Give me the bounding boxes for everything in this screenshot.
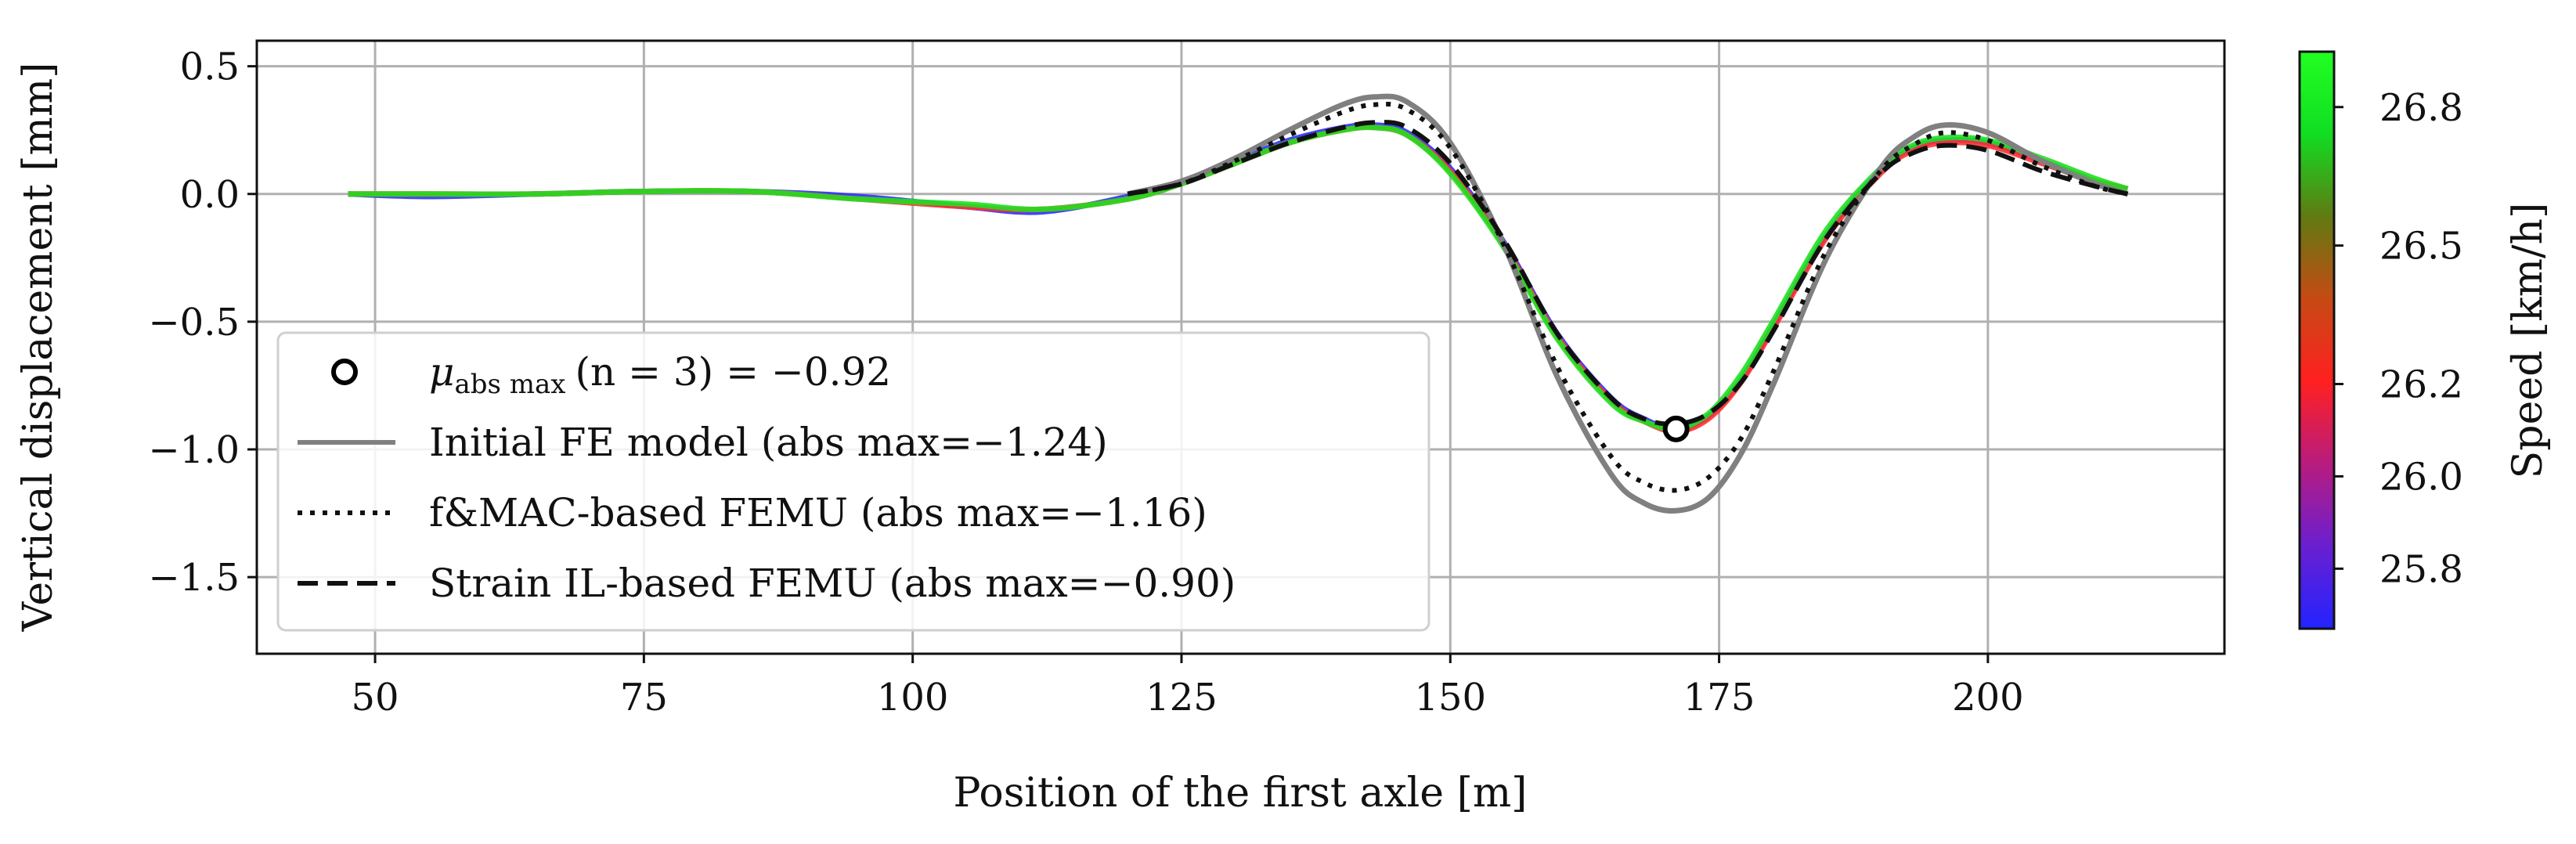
legend-mu-symbol: μ	[429, 349, 455, 395]
colorbar-label: Speed [km/h]	[2505, 203, 2552, 479]
series-line-solid	[1127, 93, 2129, 514]
legend-marker-text: (n = 3) = −0.92	[575, 349, 891, 395]
legend-strain-il-label: Strain IL-based FEMU (abs max=−0.90)	[429, 561, 1236, 606]
legend-mu-subscript: abs max	[455, 369, 566, 400]
plot-curves	[348, 93, 2129, 514]
x-tick-label: 200	[1952, 676, 2024, 720]
colorbar-tick-label: 26.0	[2379, 455, 2463, 499]
y-tick-label: −1.0	[148, 428, 240, 472]
colorbar-tick-label: 26.5	[2379, 225, 2463, 269]
x-tick-label: 150	[1414, 676, 1486, 720]
x-tick-label: 125	[1145, 676, 1218, 720]
y-axis-title: Vertical displacement [mm]	[15, 63, 62, 633]
x-axis-title: Position of the first axle [m]	[954, 770, 1528, 817]
y-tick-label: 0.0	[180, 173, 240, 217]
y-tick-label: 0.5	[180, 45, 240, 89]
legend-marker-symbol	[331, 359, 358, 385]
legend: μabs max (n = 3) = −0.92 Initial FE model…	[276, 331, 1431, 632]
x-tick-label: 175	[1683, 676, 1755, 720]
colorbar-tick-label: 25.8	[2379, 547, 2463, 591]
legend-frame	[276, 331, 1431, 632]
x-tick-label: 100	[877, 676, 949, 720]
y-tick-label: −1.5	[148, 556, 240, 600]
x-tick-label: 75	[620, 676, 668, 720]
colorbar-ticks: 25.8 26.0 26.2 26.5 26.8	[2334, 86, 2463, 591]
axis-ticks: 50 75 100 125 150 175 200 0.5 0.0 −0.5 −1.0 −1.5	[148, 45, 2023, 720]
colorbar-tick-label: 26.8	[2379, 86, 2463, 130]
legend-marker-label: μabs max (n = 3) = −0.92	[429, 349, 891, 400]
legend-initial-fe-label: Initial FE model (abs max=−1.24)	[429, 420, 1108, 465]
colorbar-tick-label: 26.2	[2379, 363, 2463, 407]
colorbar-gradient	[2298, 50, 2336, 630]
mean-abs-max-marker	[1662, 415, 1690, 442]
series-line-dashed	[1127, 120, 2129, 427]
legend-fmac-label: f&MAC-based FEMU (abs max=−1.16)	[429, 490, 1207, 536]
plot-frame	[255, 39, 2226, 655]
colorbar: 25.8 26.0 26.2 26.5 26.8 Speed [km/h]	[2298, 50, 2552, 630]
y-tick-label: −0.5	[148, 301, 240, 344]
series-line-dotted	[1127, 101, 2129, 493]
x-tick-label: 50	[352, 676, 399, 720]
